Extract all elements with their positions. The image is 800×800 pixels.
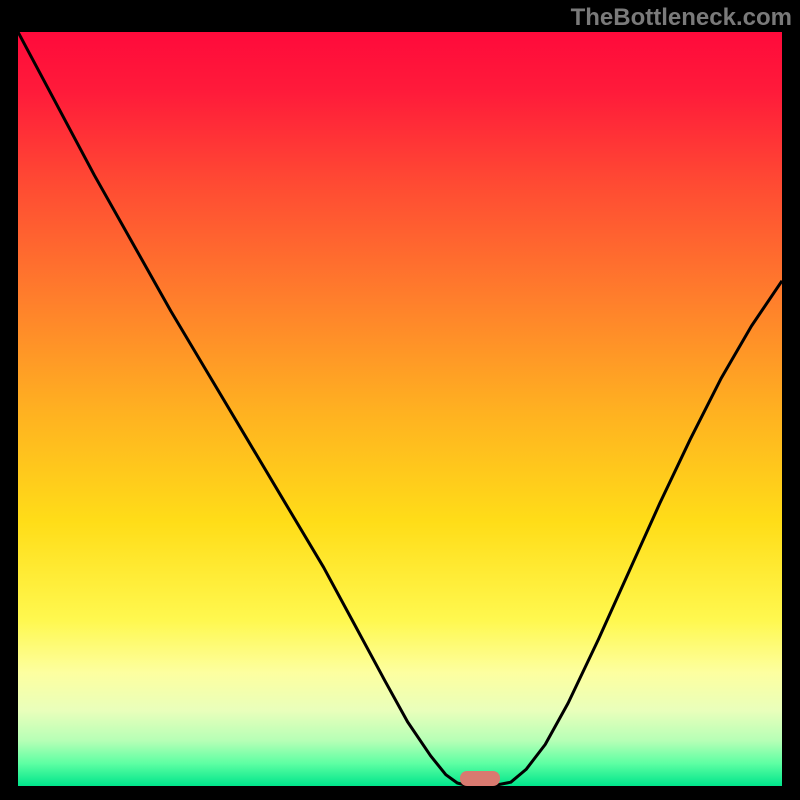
curve-path [18,32,782,786]
source-watermark: TheBottleneck.com [571,4,792,32]
plot-area [18,32,782,786]
bottleneck-curve [18,32,782,786]
minimum-marker [460,771,500,786]
